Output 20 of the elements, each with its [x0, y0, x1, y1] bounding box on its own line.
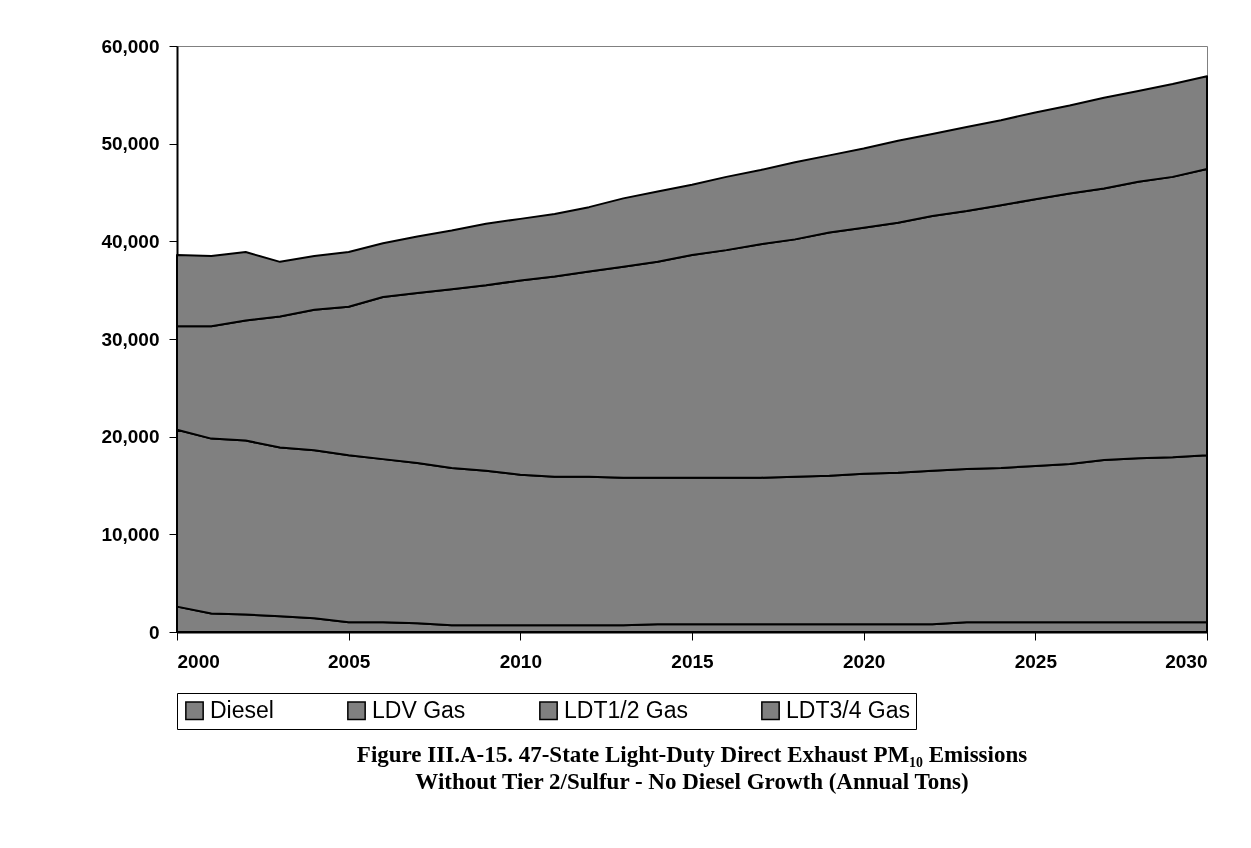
- y-tick-label: 30,000: [101, 328, 160, 350]
- x-tick-label: 2015: [671, 650, 715, 672]
- x-tick-label: 2030: [1165, 650, 1208, 672]
- text: Without Tier 2/Sulfur - No Diesel Growth (Annual Tons): [415, 768, 969, 794]
- y-tick-label: 40,000: [101, 230, 160, 252]
- y-tick-label: 60,000: [101, 35, 160, 57]
- legend-label: LDV Gas: [372, 696, 466, 723]
- text: Figure III.A-15. 47-State Light-Duty Direct Exhaust PM₁₀ Emissions: [356, 741, 1028, 767]
- x-tick-label: 2010: [499, 650, 542, 672]
- y-tick-label: 0: [148, 621, 160, 643]
- legend-label: LDT3/4 Gas: [786, 696, 910, 723]
- x-tick-label: 2000: [177, 650, 220, 672]
- x-tick-label: 2005: [328, 650, 371, 672]
- x-tick-label: 2020: [843, 650, 886, 672]
- legend-label: Diesel: [210, 696, 274, 723]
- y-tick-label: 10,000: [101, 523, 160, 545]
- x-tick-label: 2025: [1014, 650, 1058, 672]
- y-tick-label: 50,000: [101, 133, 160, 155]
- y-tick-label: 20,000: [101, 426, 160, 448]
- legend-label: LDT1/2 Gas: [564, 696, 688, 723]
